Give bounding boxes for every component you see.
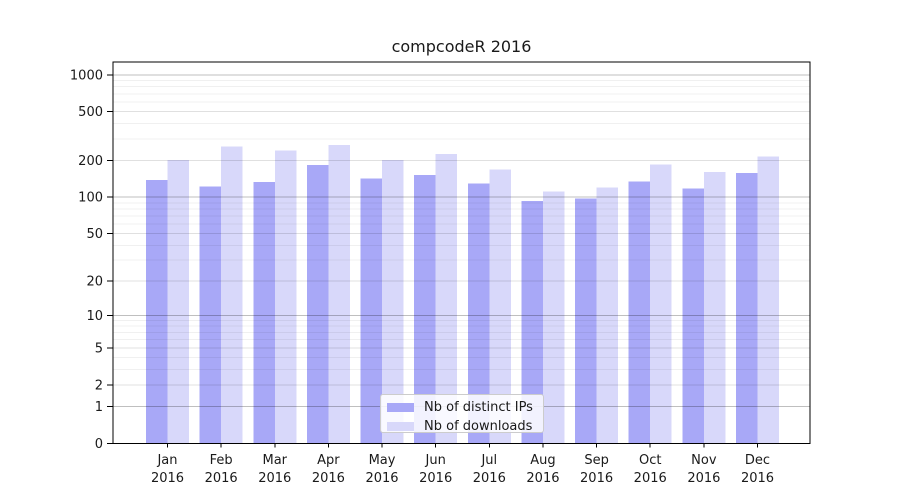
xtick-label-month-dec: Dec (745, 453, 770, 468)
ytick-label-200: 200 (78, 154, 103, 169)
xtick-label-year-nov: 2016 (687, 471, 720, 486)
xtick-label-month-feb: Feb (210, 453, 233, 468)
bar-distinct-ips-may (360, 178, 383, 444)
ytick-label-1: 1 (95, 400, 103, 415)
bar-distinct-ips-jul (467, 183, 490, 444)
xtick-label-month-jan: Jan (156, 453, 177, 468)
bar-downloads-jun (435, 154, 458, 444)
bar-downloads-jul (489, 169, 511, 444)
axes-frame (112, 61, 811, 444)
bar-distinct-ips-jan (146, 180, 168, 444)
xtick-label-year-dec: 2016 (741, 471, 774, 486)
legend: Nb of distinct IPs Nb of downloads (380, 394, 544, 436)
xtick-label-year-mar: 2016 (258, 471, 291, 486)
legend-item-downloads: Nb of downloads (387, 417, 543, 436)
xtick-label-month-jun: Jun (425, 453, 446, 468)
bar-distinct-ips-jun (414, 175, 436, 444)
xtick-label-month-oct: Oct (639, 453, 661, 468)
bar-downloads-dec (757, 156, 779, 444)
bar-distinct-ips-oct (628, 181, 651, 444)
xtick-label-year-jul: 2016 (473, 471, 506, 486)
legend-label-distinct-ips: Nb of distinct IPs (424, 400, 533, 415)
bar-distinct-ips-aug (521, 201, 543, 444)
bar-downloads-mar (274, 150, 297, 444)
xtick-label-month-aug: Aug (530, 453, 555, 468)
ytick-label-10: 10 (86, 309, 103, 324)
xtick-label-month-may: May (369, 453, 396, 468)
ytick-label-0: 0 (95, 437, 103, 452)
bar-downloads-feb (221, 146, 243, 444)
bar-downloads-sep (596, 187, 619, 444)
chart-title: compcodeR 2016 (391, 37, 532, 56)
xtick-label-month-jul: Jul (480, 453, 497, 468)
bar-distinct-ips-dec (736, 172, 758, 444)
xtick-label-year-may: 2016 (365, 471, 398, 486)
ytick-label-1000: 1000 (70, 68, 103, 83)
bar-distinct-ips-apr (306, 165, 329, 444)
bar-downloads-apr (328, 145, 350, 444)
ytick-label-2: 2 (95, 378, 103, 393)
xtick-label-year-aug: 2016 (526, 471, 559, 486)
xtick-label-month-mar: Mar (263, 453, 288, 468)
xtick-label-month-apr: Apr (317, 453, 340, 468)
xtick-label-year-sep: 2016 (580, 471, 613, 486)
ytick-label-5: 5 (95, 341, 103, 356)
bar-downloads-oct (650, 164, 672, 444)
legend-swatch-downloads (387, 422, 414, 431)
ytick-label-20: 20 (86, 275, 103, 290)
xtick-label-year-oct: 2016 (634, 471, 667, 486)
bar-downloads-aug (542, 191, 565, 444)
ytick-label-50: 50 (86, 227, 103, 242)
ytick-label-100: 100 (78, 191, 103, 206)
xtick-label-year-jun: 2016 (419, 471, 452, 486)
bar-distinct-ips-mar (253, 182, 275, 444)
legend-item-distinct-ips: Nb of distinct IPs (387, 398, 543, 417)
bar-downloads-nov (703, 171, 726, 444)
bar-distinct-ips-nov (682, 188, 704, 444)
bar-distinct-ips-feb (199, 186, 222, 444)
bar-downloads-jan (167, 159, 189, 444)
legend-label-downloads: Nb of downloads (424, 419, 533, 434)
xtick-label-year-jan: 2016 (151, 471, 184, 486)
xtick-label-year-feb: 2016 (205, 471, 238, 486)
legend-swatch-distinct-ips (387, 403, 414, 412)
ytick-label-500: 500 (78, 105, 103, 120)
xtick-label-year-apr: 2016 (312, 471, 345, 486)
bar-downloads-may (382, 159, 404, 444)
bar-distinct-ips-sep (575, 198, 597, 444)
xtick-label-month-nov: Nov (691, 453, 717, 468)
xtick-label-month-sep: Sep (584, 453, 609, 468)
